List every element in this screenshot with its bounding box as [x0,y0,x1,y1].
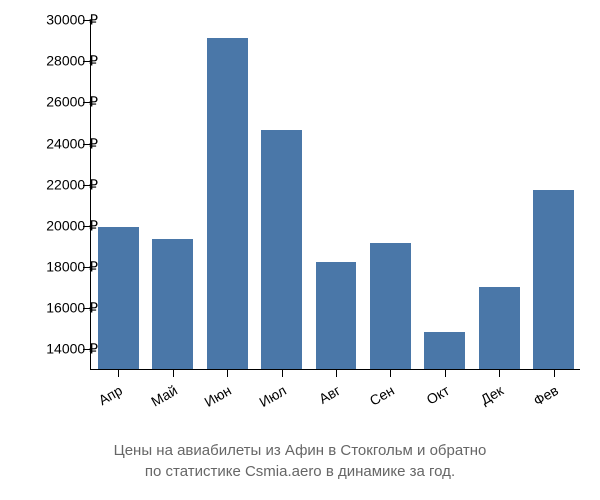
bar [152,239,193,369]
y-axis-label: 14000 ₽ [46,341,98,358]
x-tick [445,369,446,377]
bar [424,332,465,369]
x-tick [336,369,337,377]
y-axis-label: 18000 ₽ [46,259,98,276]
chart-caption: Цены на авиабилеты из Афин в Стокгольм и… [0,440,600,482]
chart-container [90,20,580,370]
bar [316,262,357,369]
bar [207,38,248,369]
y-axis-label: 22000 ₽ [46,176,98,193]
x-tick [390,369,391,377]
x-axis-label: Окт [401,382,452,421]
y-axis-label: 28000 ₽ [46,53,98,70]
x-tick [227,369,228,377]
y-axis-label: 30000 ₽ [46,12,98,29]
y-axis-label: 24000 ₽ [46,135,98,152]
x-axis-label: Авг [292,382,343,421]
x-axis-label: Май [128,382,179,421]
bar [479,287,520,369]
x-axis-label: Фев [509,382,560,421]
x-tick [282,369,283,377]
x-axis-label: Июн [183,382,234,421]
y-axis-label: 20000 ₽ [46,217,98,234]
plot-area [90,20,580,370]
bar [261,130,302,369]
x-tick [118,369,119,377]
y-axis-label: 26000 ₽ [46,94,98,111]
bar [98,227,139,369]
bar [370,243,411,369]
x-axis-label: Дек [455,382,506,421]
x-tick [499,369,500,377]
caption-line-1: Цены на авиабилеты из Афин в Стокгольм и… [0,440,600,461]
x-tick [554,369,555,377]
x-axis-label: Июл [237,382,288,421]
x-tick [173,369,174,377]
x-axis-label: Сен [346,382,397,421]
x-axis-label: Апр [74,382,125,421]
y-axis-label: 16000 ₽ [46,300,98,317]
bar [533,190,574,369]
caption-line-2: по статистике Csmia.aero в динамике за г… [0,461,600,482]
